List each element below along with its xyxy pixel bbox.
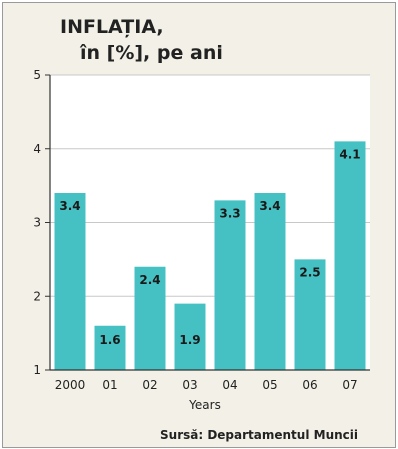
x-tick-label: 03 [182,378,197,392]
chart-title: INFLAȚIA, în [%], pe ani [60,14,223,66]
data-label: 2.5 [299,265,320,279]
data-label: 1.6 [99,333,120,347]
data-label: 3.3 [219,206,240,220]
source-note: Sursă: Departamentul Muncii [160,428,358,442]
x-tick-label: 05 [262,378,277,392]
data-label: 2.4 [139,273,160,287]
title-line-1: INFLAȚIA, [60,16,164,38]
y-tick-label: 4 [33,142,41,156]
bar-03 [174,303,206,370]
x-tick-label: 2000 [55,378,86,392]
x-axis-title: Years [188,398,221,412]
y-tick-label: 1 [33,363,41,377]
data-label: 3.4 [259,199,280,213]
y-tick-label: 3 [33,216,41,230]
x-tick-label: 02 [142,378,157,392]
data-label: 3.4 [59,199,80,213]
bar-05 [254,193,286,370]
bar-01 [94,325,126,370]
data-label: 4.1 [339,147,360,161]
bar-07 [334,141,366,370]
bar-02 [134,266,166,370]
y-tick-label: 5 [33,68,41,82]
x-tick-label: 01 [102,378,117,392]
bar-06 [294,259,326,370]
title-line-2: în [%], pe ani [80,42,223,64]
x-tick-label: 04 [222,378,237,392]
data-label: 1.9 [179,333,200,347]
x-tick-label: 06 [302,378,317,392]
y-tick-label: 2 [33,289,41,303]
x-tick-label: 07 [342,378,357,392]
bar-04 [214,200,246,370]
bar-2000 [54,193,86,370]
